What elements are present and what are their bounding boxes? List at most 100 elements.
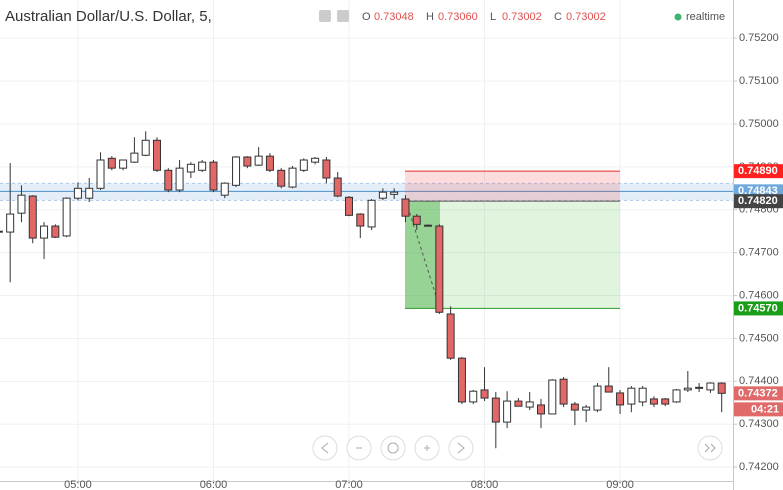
screenshot-icon[interactable]	[319, 10, 331, 22]
candle-body	[435, 225, 444, 313]
y-tick-label: 0.74700	[739, 247, 779, 259]
y-tick-label: 0.74500	[739, 332, 779, 344]
candle-body	[73, 187, 82, 199]
candle-body	[604, 385, 613, 393]
candle-body	[62, 197, 71, 237]
candle-body	[446, 313, 455, 359]
candle-body	[265, 155, 274, 171]
y-tick-label: 0.74300	[739, 418, 779, 430]
candle-body	[480, 389, 489, 399]
candle-body	[412, 215, 421, 225]
candle-body	[548, 379, 557, 415]
y-tick-label: 0.74600	[739, 289, 779, 301]
countdown: 04:21	[751, 403, 779, 415]
position-tool	[405, 170, 620, 309]
nav-icons	[321, 442, 716, 454]
x-tick-label: 05:00	[64, 479, 92, 490]
price-tag-label: 0.74820	[738, 195, 778, 207]
candle-body	[638, 387, 647, 403]
candle-body	[695, 386, 704, 389]
candle-body	[130, 152, 139, 163]
candle-body	[570, 403, 579, 411]
realtime-dot	[674, 13, 682, 21]
candle-body	[333, 177, 342, 197]
candle-body	[232, 156, 241, 186]
candle-body	[299, 159, 308, 171]
candle-body	[277, 169, 286, 187]
reset-icon	[387, 442, 399, 454]
candle-body	[51, 225, 60, 238]
candle-body	[141, 139, 150, 156]
legend-value: 0.73048	[374, 11, 414, 23]
candle-body	[107, 157, 116, 169]
candle-body	[616, 392, 625, 406]
candle-body	[627, 387, 636, 405]
y-tick-label: 0.75100	[739, 75, 779, 87]
candle-body	[401, 198, 410, 217]
settings-icon[interactable]	[337, 10, 349, 22]
chart-title: Australian Dollar/U.S. Dollar, 5,	[5, 8, 212, 25]
candle-body	[0, 230, 3, 233]
candle-body	[491, 397, 500, 423]
candle-body	[209, 161, 218, 191]
candle-body	[152, 139, 161, 171]
candle-body	[367, 199, 376, 228]
x-tick-label: 07:00	[335, 479, 363, 490]
candle-body	[243, 156, 252, 167]
countdown-tag	[734, 402, 783, 417]
candle-body	[186, 163, 195, 173]
legend-key: H	[426, 11, 434, 23]
candle-body	[28, 195, 37, 239]
candle-body	[536, 404, 545, 415]
candle-body	[424, 224, 433, 227]
legend-key: O	[362, 11, 371, 23]
legend-value: 0.73060	[438, 11, 478, 23]
candle-body	[514, 400, 523, 407]
price-tag	[734, 164, 783, 179]
price-tag-label: 0.74890	[738, 165, 778, 177]
header: Australian Dollar/U.S. Dollar, 5, realti…	[5, 8, 725, 25]
candle-body	[672, 389, 681, 403]
candle-body	[288, 167, 297, 188]
candle-body	[469, 390, 478, 403]
candle-body	[503, 400, 512, 423]
candle-body	[322, 159, 331, 179]
candle-body	[220, 182, 229, 196]
candle-body	[164, 169, 173, 191]
trade-path	[405, 201, 441, 309]
x-tick-label: 09:00	[606, 479, 634, 490]
candle-body	[390, 191, 399, 195]
y-tick-label: 0.75000	[739, 118, 779, 130]
candle-body	[40, 225, 49, 239]
y-tick-label: 0.74400	[739, 375, 779, 387]
candle-body	[344, 196, 353, 216]
candle-body	[96, 159, 105, 189]
price-tag-label: 0.74372	[738, 387, 778, 399]
stop-zone	[405, 171, 620, 202]
axes: 0.74200 0.74300 0.74400 0.74500 0.74600 0.747…	[64, 32, 783, 490]
navigation	[312, 435, 723, 461]
candle-body	[649, 398, 658, 405]
candle-body	[457, 357, 466, 403]
candle-body	[6, 213, 15, 233]
scroll-right-button[interactable]	[448, 435, 474, 461]
candle-body	[582, 406, 591, 411]
legend-value: 0.73002	[502, 11, 542, 23]
candle-body	[175, 167, 184, 191]
scroll-left-button[interactable]	[312, 435, 338, 461]
candle-body	[683, 387, 692, 391]
candle-body	[85, 187, 94, 199]
price-tag	[734, 301, 783, 316]
candle-body	[593, 385, 602, 411]
go-to-realtime-button[interactable]	[697, 435, 723, 461]
y-tick-label: 0.75200	[739, 32, 779, 44]
reset-button[interactable]	[380, 435, 406, 461]
candle-body	[661, 398, 670, 405]
status: realtime	[686, 11, 725, 23]
candle-body	[356, 213, 365, 227]
x-tick-label: 08:00	[471, 479, 499, 490]
candle-body	[311, 157, 320, 163]
price-tag	[734, 386, 783, 401]
price-tag	[734, 194, 783, 209]
